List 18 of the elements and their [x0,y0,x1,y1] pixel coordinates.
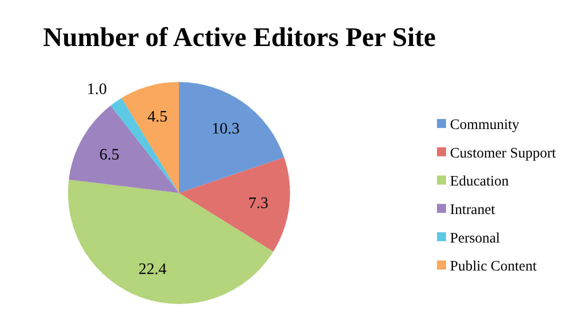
legend-label: Customer Support [450,145,556,162]
data-label: 7.3 [248,194,268,212]
pie-slice [179,82,284,193]
legend-label: Intranet [450,202,496,218]
legend-label: Education [450,174,510,190]
data-label: 22.4 [138,260,166,278]
pie-slice [179,157,290,252]
data-label: 4.5 [148,108,168,126]
pie-slice [68,106,179,193]
legend-label: Community [450,117,520,134]
legend-label: Personal [450,230,500,246]
legend-label: Public Content [450,258,537,275]
data-label: 10.3 [212,120,240,138]
pie-slice [68,180,274,304]
pie-slice [122,82,179,193]
chart-title: Number of Active Editors Per Site [43,22,436,52]
data-label: 6.5 [99,146,120,164]
data-label: 1.0 [86,81,107,98]
